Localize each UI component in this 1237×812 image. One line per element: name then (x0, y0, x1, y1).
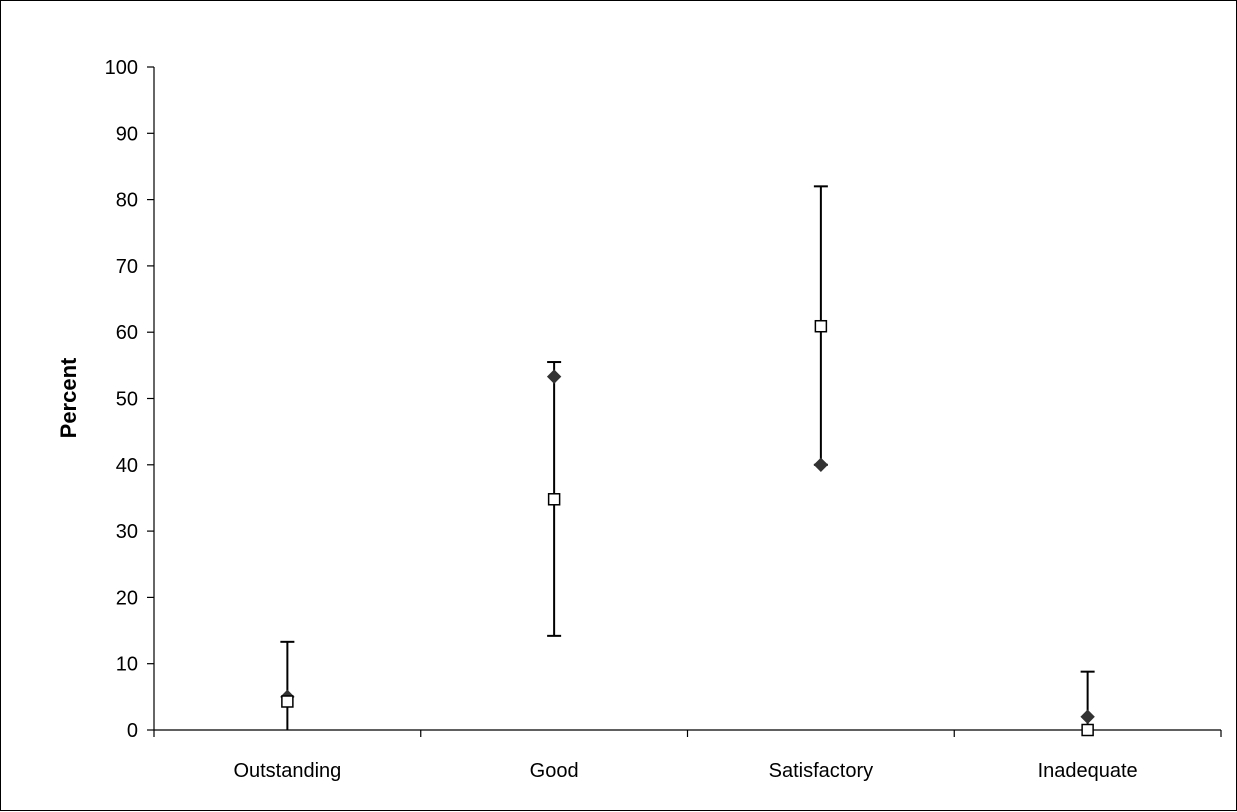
axes (153, 67, 1221, 731)
y-tick-label: 100 (105, 57, 138, 79)
square-marker (281, 695, 294, 708)
y-tick-label: 90 (116, 123, 138, 145)
y-axis-title: Percent (56, 357, 81, 438)
x-tick-label: Inadequate (1038, 760, 1138, 782)
square-marker (814, 319, 828, 333)
x-tick-label: Outstanding (233, 760, 341, 782)
y-ticks: 0 10 20 30 40 50 60 70 80 90 100 (105, 57, 154, 742)
y-tick-label: 50 (116, 389, 138, 411)
x-ticks: Outstanding Good Satisfactory Inadequate (153, 730, 1222, 782)
y-tick-label: 20 (116, 587, 138, 609)
x-tick-label: Satisfactory (769, 760, 873, 782)
x-tick-label: Good (530, 760, 579, 782)
square-marker (547, 493, 561, 506)
data-points (280, 319, 1095, 737)
y-tick-label: 70 (116, 256, 138, 278)
y-tick-label: 30 (116, 521, 138, 543)
y-tick-label: 60 (116, 322, 138, 344)
y-tick-label: 10 (116, 654, 138, 676)
diamond-marker (813, 457, 829, 473)
y-tick-label: 0 (127, 720, 138, 742)
y-tick-label: 80 (116, 190, 138, 212)
diamond-marker (1080, 709, 1095, 724)
square-marker (1081, 723, 1094, 737)
range-bars (280, 185, 1095, 730)
y-tick-label: 40 (116, 455, 138, 477)
diamond-marker (546, 369, 562, 384)
